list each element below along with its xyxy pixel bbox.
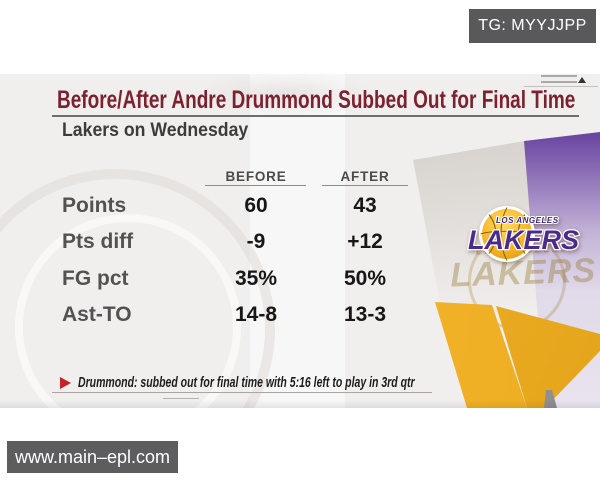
table-row: FG pct 35% 50% xyxy=(0,267,430,295)
lakers-logo-icon: LOS ANGELES LAKERS xyxy=(467,206,580,262)
card-subtitle: Lakers on Wednesday xyxy=(62,120,249,141)
header-underline xyxy=(322,185,408,186)
logo-main-text: LAKERS xyxy=(468,225,579,255)
stat-value-before: -9 xyxy=(246,230,266,254)
footnote-divider xyxy=(52,392,432,393)
stat-label: Pts diff xyxy=(62,230,134,254)
stat-label: Points xyxy=(62,194,127,217)
stat-label: FG pct xyxy=(62,266,129,290)
card-bottom-shade xyxy=(0,400,600,408)
footnote-divider-small xyxy=(163,398,199,399)
bullet-triangle-icon xyxy=(60,376,71,389)
table-row: Pts diff -9 +12 xyxy=(0,230,430,258)
caret-up-icon xyxy=(578,77,586,83)
header-underline xyxy=(205,185,306,186)
background-circle xyxy=(0,169,275,408)
column-header-after: AFTER xyxy=(340,169,390,184)
stat-value-before: 14-8 xyxy=(234,302,278,326)
stat-value-after: 13-3 xyxy=(343,302,387,326)
background-smudge xyxy=(200,74,370,116)
stat-value-after: 50% xyxy=(343,266,387,290)
logo-top-text: LOS ANGELES xyxy=(496,216,559,225)
card-title: Before/After Andre Drummond Subbed Out f… xyxy=(57,86,576,114)
table-row: Ast-TO 14-8 13-3 xyxy=(0,303,430,331)
footnote: Drummond: subbed out for final time with… xyxy=(60,374,559,391)
title-divider xyxy=(52,115,579,117)
stat-value-before: 60 xyxy=(244,194,268,217)
stats-card: LOS ANGELES LAKERS LOS ANGELES LAKERS xyxy=(0,74,600,408)
basketball-seams xyxy=(480,207,534,261)
stat-value-after: 43 xyxy=(353,194,377,217)
menu-line xyxy=(541,81,577,83)
tg-badge: TG: MYYJJPP xyxy=(469,9,596,43)
watermark-badge: www.main–epl.com xyxy=(7,441,178,473)
watermark-label: www.main–epl.com xyxy=(14,446,171,467)
stat-value-after: +12 xyxy=(347,230,383,254)
tg-badge-label: TG: MYYJJPP xyxy=(478,17,587,34)
stat-value-before: 35% xyxy=(234,266,278,290)
table-row: Points 60 43 xyxy=(0,194,430,222)
menu-line xyxy=(541,75,577,77)
stat-label: Ast-TO xyxy=(62,302,132,326)
menu-divider xyxy=(524,86,598,87)
footnote-text: Drummond: subbed out for final time with… xyxy=(78,374,415,391)
background-circle xyxy=(15,214,241,408)
column-header-before: BEFORE xyxy=(225,169,287,184)
